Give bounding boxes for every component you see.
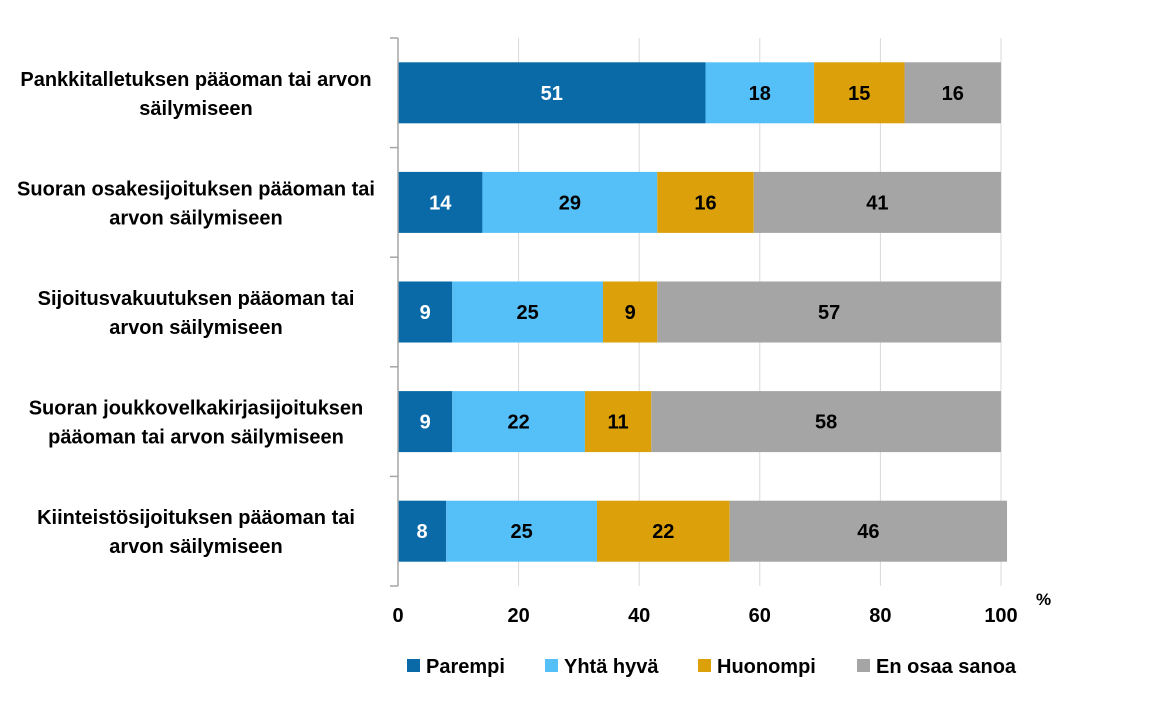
legend-swatch xyxy=(545,659,558,672)
data-label: 9 xyxy=(625,302,636,324)
category-label-line: Sijoitusvakuutuksen pääoman tai xyxy=(38,288,355,310)
bar-segment xyxy=(482,171,658,233)
data-label: 41 xyxy=(866,192,888,214)
category-label-line: Pankkitalletuksen pääoman tai arvon xyxy=(20,69,371,91)
bar-segment xyxy=(657,281,1001,343)
bar-segment xyxy=(603,281,658,343)
bars: 51 18 15 16 14 29 16 41 9 25 9 57 9 22 11 58 8 25 22 46 xyxy=(398,62,1008,562)
bar-segment xyxy=(452,391,585,453)
x-tick-label: 40 xyxy=(628,605,650,627)
bar-segment xyxy=(398,391,453,453)
category-label: Suoran joukkovelkakirjasijoituksen pääoma… xyxy=(29,398,364,449)
category-label-line: Suoran osakesijoituksen pääoman tai xyxy=(17,178,375,200)
data-label: 8 xyxy=(417,521,428,543)
legend-label: En osaa sanoa xyxy=(876,656,1017,678)
category-axis xyxy=(390,37,399,587)
legend: Parempi Yhtä hyvä Huonompi En osaa sanoa xyxy=(407,656,1017,678)
data-label: 46 xyxy=(857,521,879,543)
data-label: 16 xyxy=(942,83,964,105)
x-tick-label: 60 xyxy=(749,605,771,627)
data-label: 57 xyxy=(818,302,840,324)
category-label: Suoran osakesijoituksen pääoman tai arvon… xyxy=(17,178,375,229)
category-label: Pankkitalletuksen pääoman tai arvon säily… xyxy=(20,69,371,120)
data-label: 14 xyxy=(429,192,452,214)
category-label-line: Suoran joukkovelkakirjasijoituksen xyxy=(29,398,364,420)
category-label-line: Kiinteistösijoituksen pääoman tai xyxy=(37,507,355,529)
bar-segment xyxy=(584,391,652,453)
data-label: 22 xyxy=(507,412,529,434)
bar-segment xyxy=(446,500,597,562)
bar-segment xyxy=(904,62,1001,124)
bar-segment xyxy=(398,500,447,562)
bar-segment xyxy=(753,171,1001,233)
data-label: 11 xyxy=(608,412,629,434)
category-label-line: arvon säilymiseen xyxy=(109,207,282,229)
legend-label: Yhtä hyvä xyxy=(564,656,659,678)
bar-segment xyxy=(705,62,815,124)
legend-swatch xyxy=(698,659,711,672)
x-tick-label: 100 xyxy=(984,605,1017,627)
bar-segment xyxy=(814,62,905,124)
data-label: 9 xyxy=(420,302,431,324)
category-label-line: säilymiseen xyxy=(139,98,252,120)
x-tick-label: 20 xyxy=(507,605,529,627)
legend-swatch xyxy=(407,659,420,672)
data-label: 18 xyxy=(749,83,771,105)
data-label: 16 xyxy=(694,192,716,214)
category-label-line: arvon säilymiseen xyxy=(109,536,282,558)
bar-segment xyxy=(729,500,1008,562)
bar-segment xyxy=(596,500,730,562)
x-tick-label: 80 xyxy=(869,605,891,627)
category-label-line: arvon säilymiseen xyxy=(109,317,282,339)
data-label: 9 xyxy=(420,412,431,434)
category-labels: Pankkitalletuksen pääoman tai arvon säily… xyxy=(17,69,375,558)
x-tick-labels: 0 20 40 60 80 100 xyxy=(392,605,1017,627)
data-label: 58 xyxy=(815,412,837,434)
data-label: 15 xyxy=(848,83,870,105)
category-label: Sijoitusvakuutuksen pääoman tai arvon säi… xyxy=(38,288,355,339)
bar-segment xyxy=(452,281,604,343)
x-unit-label: % xyxy=(1036,590,1051,609)
data-label: 51 xyxy=(541,83,563,105)
legend-label: Parempi xyxy=(426,656,505,678)
data-label: 25 xyxy=(510,521,532,543)
category-label-line: pääoman tai arvon säilymiseen xyxy=(48,427,344,449)
x-tick-label: 0 xyxy=(392,605,403,627)
legend-label: Huonompi xyxy=(717,656,816,678)
data-label: 22 xyxy=(652,521,674,543)
bar-segment xyxy=(657,171,754,233)
legend-swatch xyxy=(857,659,870,672)
bar-segment xyxy=(398,171,483,233)
bar-segment xyxy=(398,281,453,343)
data-label: 25 xyxy=(517,302,539,324)
data-label: 29 xyxy=(559,192,581,214)
bar-segment xyxy=(398,62,706,124)
bar-segment xyxy=(651,391,1001,453)
category-label: Kiinteistösijoituksen pääoman tai arvon s… xyxy=(37,507,355,558)
